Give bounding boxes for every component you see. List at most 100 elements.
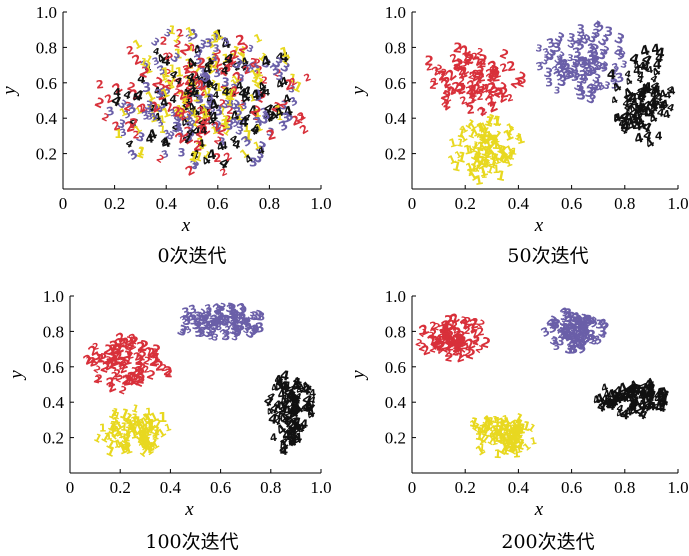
data-point: 3	[248, 324, 259, 339]
data-point: 3	[581, 65, 593, 78]
data-point: 1	[494, 141, 506, 156]
data-point: 4	[274, 373, 283, 387]
data-point: 4	[279, 51, 289, 66]
data-point: 1	[476, 153, 487, 168]
data-point: 2	[181, 62, 193, 78]
data-point: 2	[456, 336, 464, 348]
data-point: 2	[143, 365, 151, 376]
data-point: 2	[156, 81, 167, 97]
data-point: 2	[437, 69, 449, 84]
data-point: 3	[552, 339, 561, 353]
data-point: 3	[563, 306, 574, 322]
data-point: 4	[633, 131, 645, 148]
data-point: 2	[489, 63, 500, 79]
data-point: 4	[647, 97, 657, 111]
data-point: 4	[160, 53, 171, 70]
data-point: 4	[282, 104, 295, 121]
data-point: 4	[650, 90, 658, 102]
data-point: 3	[178, 324, 188, 337]
data-point: 3	[193, 47, 204, 60]
data-point: 1	[106, 421, 117, 434]
data-point: 2	[429, 76, 440, 89]
data-point: 4	[658, 392, 669, 409]
data-point: 1	[210, 31, 220, 46]
data-point: 2	[96, 351, 104, 365]
data-point: 1	[489, 135, 501, 148]
data-point: 2	[184, 86, 193, 101]
data-point: 4	[611, 391, 625, 409]
data-point: 2	[476, 325, 485, 339]
x-axis-label: x	[181, 215, 191, 236]
data-point: 3	[578, 55, 590, 71]
data-point: 2	[417, 340, 428, 355]
data-point: 3	[212, 65, 222, 80]
data-point: 1	[503, 157, 514, 171]
data-point: 3	[189, 158, 200, 171]
data-point: 4	[286, 388, 297, 404]
data-point: 4	[280, 381, 291, 396]
data-point: 2	[471, 51, 479, 63]
data-point: 2	[474, 85, 486, 98]
data-point: 4	[285, 388, 295, 402]
data-point: 1	[186, 104, 196, 117]
data-point: 3	[194, 91, 204, 106]
data-point: 2	[457, 60, 469, 73]
data-point: 4	[643, 378, 653, 394]
data-point: 1	[495, 434, 506, 447]
data-point: 3	[562, 329, 574, 344]
data-point: 1	[227, 89, 236, 103]
data-point: 3	[155, 117, 165, 130]
data-point: 1	[183, 114, 192, 126]
data-point: 2	[435, 335, 443, 347]
data-point: 1	[466, 167, 476, 180]
data-point: 1	[496, 414, 508, 431]
data-point: 1	[158, 71, 169, 85]
panel-caption: 200次迭代	[501, 531, 594, 553]
data-point: 4	[638, 60, 646, 72]
data-point: 4	[632, 60, 643, 73]
data-point: 2	[116, 360, 127, 373]
data-point: 4	[631, 382, 644, 400]
data-point: 1	[173, 47, 183, 62]
data-point: 4	[657, 391, 668, 407]
data-point: 4	[265, 407, 276, 419]
y-axis-label: y	[0, 86, 20, 97]
data-point: 1	[483, 417, 492, 428]
data-point: 3	[194, 315, 203, 330]
data-point: 3	[550, 336, 560, 349]
data-point: 3	[205, 91, 214, 106]
data-point: 3	[558, 59, 570, 72]
data-point: 4	[153, 86, 162, 98]
data-point: 2	[162, 67, 173, 80]
data-point: 3	[250, 309, 260, 324]
data-point: 4	[231, 137, 242, 153]
data-point: 3	[556, 323, 568, 336]
data-point: 2	[427, 331, 435, 342]
data-point: 3	[563, 341, 575, 358]
data-point: 3	[601, 80, 611, 93]
data-point: 4	[627, 381, 640, 398]
data-point: 3	[245, 43, 255, 56]
data-point: 1	[180, 95, 190, 108]
data-point: 4	[182, 88, 192, 100]
data-point: 4	[270, 382, 280, 395]
data-point: 1	[475, 139, 486, 154]
data-point: 1	[123, 439, 131, 450]
data-point: 2	[429, 320, 438, 333]
data-point: 3	[550, 317, 562, 334]
x-axis-label: x	[184, 499, 194, 520]
data-point: 2	[135, 372, 146, 388]
data-point: 2	[252, 57, 262, 70]
data-point: 2	[448, 335, 459, 348]
data-point: 2	[430, 337, 442, 354]
data-point: 1	[466, 127, 478, 142]
data-point: 1	[514, 436, 528, 454]
data-point: 3	[116, 117, 127, 132]
data-point: 2	[145, 352, 156, 364]
data-point: 2	[442, 99, 450, 111]
data-point: 2	[462, 55, 474, 69]
data-point: 2	[455, 338, 466, 350]
data-point: 3	[171, 121, 181, 136]
data-point: 2	[446, 341, 454, 354]
